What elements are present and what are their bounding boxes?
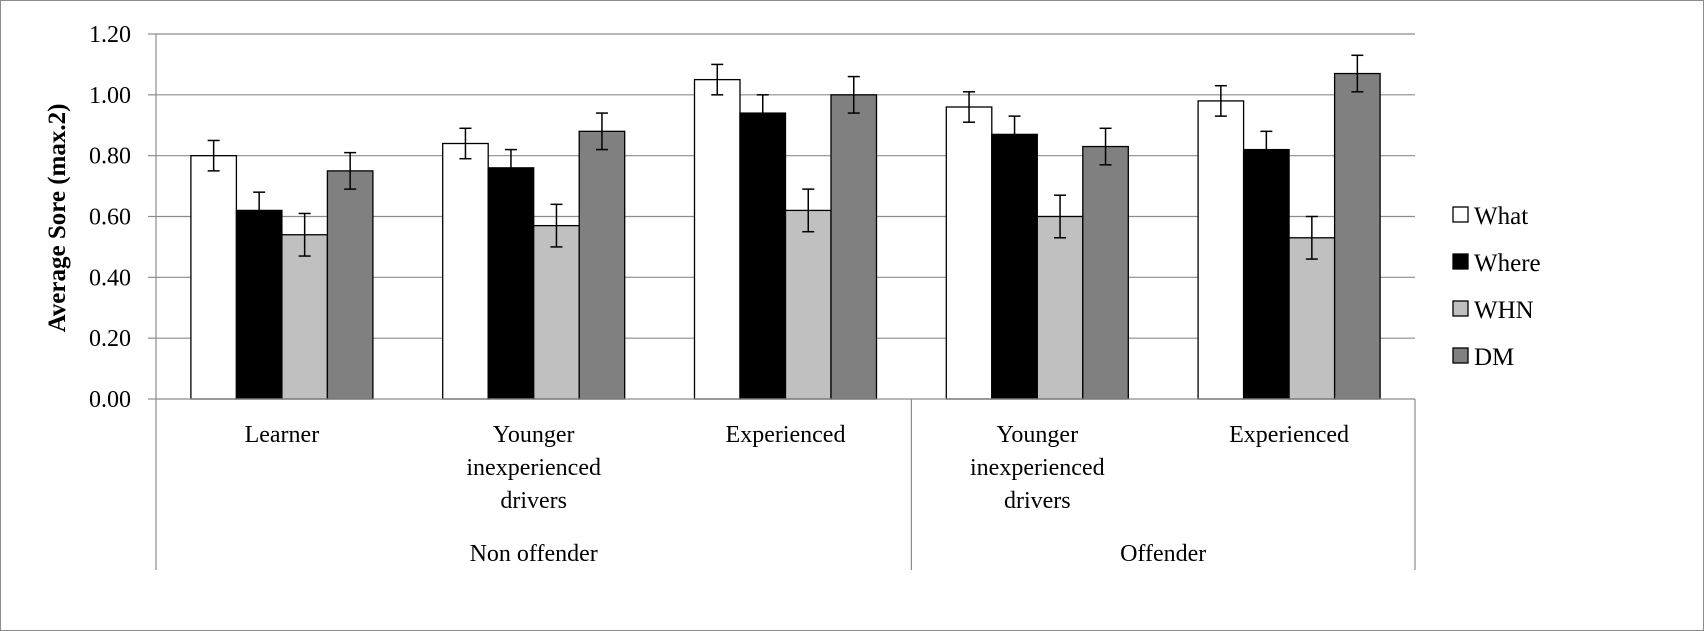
legend-label: DM [1474,344,1514,371]
group-label: Offender [1120,541,1206,567]
bar-dm-4 [1333,72,1381,400]
bar-dm-1 [578,130,626,400]
legend-swatch-what [1452,206,1469,223]
y-tick-label: 0.40 [89,265,131,291]
legend-swatch-dm [1452,347,1469,364]
group-labels: Non offender Offender [470,541,1207,567]
bar-where-3 [991,133,1038,400]
legend-label: What [1474,203,1528,230]
bar-where-4 [1242,148,1290,400]
category-label: Learner [245,422,320,448]
category-label: drivers [500,488,567,514]
bar-whn-3 [1036,215,1084,400]
y-tick-labels: 0.00 0.20 0.40 0.60 0.80 1.00 1.20 [89,22,156,413]
bar-dm-2 [830,94,878,400]
y-tick-label: 0.60 [89,205,131,231]
y-tick-label: 0.20 [89,326,131,352]
y-axis-label: Average Sore (max.2) [44,104,71,333]
bar-dm-3 [1082,145,1129,400]
y-tick-label: 0.00 [89,387,131,413]
bar-what-3 [945,106,993,400]
y-tick-label: 1.00 [89,83,131,109]
category-labels: Learner Younger inexperienced drivers Experi… [245,422,1349,514]
category-label: inexperienced [466,455,601,481]
bar-where-1 [487,167,535,400]
y-tick-label: 0.80 [89,144,131,170]
legend: What Where WHN DM [1452,203,1541,371]
category-label: drivers [1004,488,1071,514]
legend-swatch-where [1452,253,1469,270]
group-label: Non offender [470,541,598,567]
bar-where-0 [235,209,283,400]
category-label: inexperienced [970,455,1105,481]
bar-where-2 [739,112,787,400]
bar-whn-1 [533,224,580,400]
category-label: Experienced [1229,422,1349,448]
legend-label: WHN [1474,297,1534,324]
legend-label: Where [1474,250,1541,277]
category-label: Younger [997,422,1079,448]
bar-what-4 [1197,100,1245,400]
category-label: Younger [493,422,575,448]
bar-whn-0 [281,234,329,400]
bar-what-0 [190,155,238,400]
bars [190,72,1381,400]
bar-what-2 [693,78,741,400]
axes [155,34,1416,570]
legend-swatch-whn [1452,300,1469,317]
error-bars [207,54,1364,260]
category-label: Experienced [726,422,846,448]
bar-whn-2 [784,209,832,400]
bar-whn-4 [1288,237,1336,400]
bar-dm-0 [326,170,374,400]
y-tick-label: 1.20 [89,22,131,48]
bar-what-1 [442,142,489,400]
